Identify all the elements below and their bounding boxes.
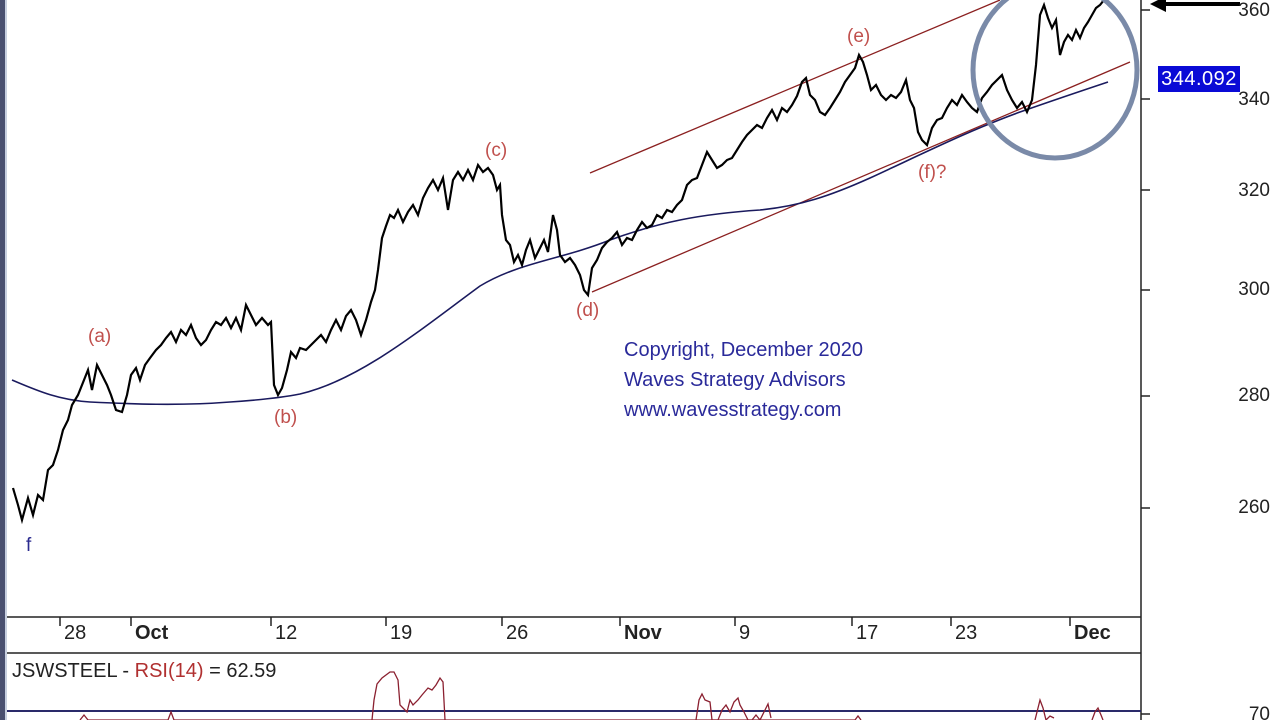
price-tick-label: 360 xyxy=(1238,0,1270,21)
price-series-line xyxy=(11,0,1105,525)
wave-label-c: (c) xyxy=(485,140,508,161)
moving-average-line xyxy=(11,81,1109,406)
rsi-line-4 xyxy=(1091,706,1104,720)
copyright-block: Copyright, December 2020 Waves Strategy … xyxy=(624,335,863,425)
wave-label-a: (a) xyxy=(88,326,112,347)
price-tick-label: 300 xyxy=(1238,279,1270,300)
price-tick-label: 280 xyxy=(1238,385,1270,406)
price-tick-label: 260 xyxy=(1238,497,1270,518)
rsi-indicator-name: RSI(14) xyxy=(134,660,204,682)
rsi-level-label: 70 xyxy=(1248,704,1270,725)
time-tick-label: 9 xyxy=(739,622,751,644)
website-url: www.wavesstrategy.com xyxy=(624,399,842,421)
rsi-panel-title: JSWSTEEL - RSI(14) = 62.59 xyxy=(12,660,276,683)
time-tick-label: 19 xyxy=(390,622,413,644)
upper-channel-line xyxy=(589,0,1001,174)
price-tick-label: 320 xyxy=(1238,180,1270,201)
window-left-border-inner xyxy=(5,0,7,720)
breakout-highlight-ellipse xyxy=(970,0,1140,161)
time-tick-label: 12 xyxy=(275,622,298,644)
arrow-360-icon xyxy=(1150,0,1240,12)
copyright-line: Copyright, December 2020 xyxy=(624,339,864,361)
price-axis-ticks xyxy=(1141,9,1150,715)
wave-label-d: (d) xyxy=(576,300,600,321)
time-tick-label: 26 xyxy=(506,622,529,644)
rsi-line xyxy=(371,671,446,720)
rsi-line-2 xyxy=(695,692,772,720)
wave-label-f: f xyxy=(26,535,32,556)
rsi-separator: - xyxy=(116,660,135,682)
wave-label-f-question: (f)? xyxy=(918,162,947,183)
wave-label-e: (e) xyxy=(847,26,871,47)
time-tick-label: 17 xyxy=(856,622,879,644)
time-tick-label: Dec xyxy=(1074,622,1111,644)
last-price-tag: 344.092 xyxy=(1158,66,1240,92)
time-axis-ticks xyxy=(59,617,1071,626)
price-tick-label: 340 xyxy=(1238,89,1270,110)
time-tick-label: 28 xyxy=(64,622,87,644)
rsi-line-3 xyxy=(1034,697,1055,720)
window-left-border xyxy=(0,0,5,720)
time-tick-label: 23 xyxy=(955,622,978,644)
rsi-equals: = xyxy=(203,660,227,682)
company-name: Waves Strategy Advisors xyxy=(624,369,846,391)
wave-label-b: (b) xyxy=(274,407,298,428)
rsi-value: 62.59 xyxy=(226,660,277,682)
time-tick-label: Oct xyxy=(135,622,169,644)
rsi-symbol: JSWSTEEL xyxy=(12,660,117,682)
rsi-line-5 xyxy=(79,710,862,720)
time-tick-label: Nov xyxy=(624,622,662,644)
lower-channel-line xyxy=(591,61,1131,293)
